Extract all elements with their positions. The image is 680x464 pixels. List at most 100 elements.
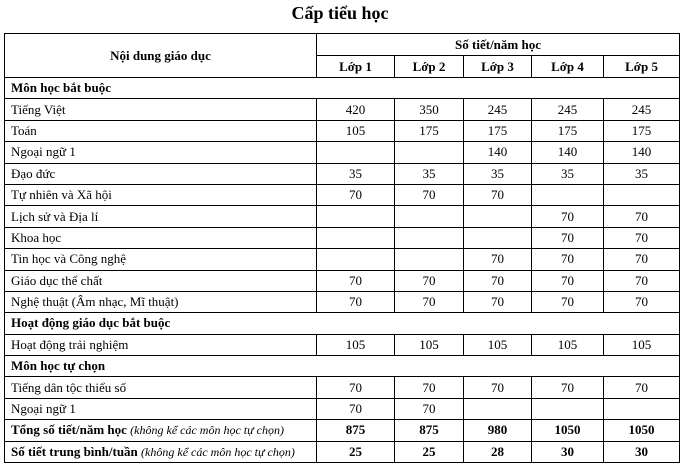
total-note: (không kể các môn học tự chọn) (130, 423, 284, 438)
total-value: 875 (316, 419, 395, 442)
period-value: 420 (316, 98, 395, 121)
period-value: 245 (531, 98, 604, 121)
table-row: Ngoại ngữ 1 70 70 (4, 397, 680, 421)
section-row: Môn học bắt buộc (3, 76, 680, 100)
period-value (394, 141, 464, 164)
period-value (394, 226, 464, 250)
period-value: 70 (394, 376, 464, 399)
period-value: 70 (531, 376, 604, 399)
period-value: 70 (531, 269, 604, 292)
table-row: Ngoại ngữ 1 140 140 140 (4, 141, 680, 164)
period-value: 70 (602, 248, 680, 271)
subject-name: Tiếng dân tộc thiểu số (4, 376, 317, 399)
subject-name: Tiếng Việt (4, 98, 317, 121)
period-value: 105 (602, 333, 680, 357)
subject-name: Khoa học (4, 226, 317, 250)
table-row: Tự nhiên và Xã hội 70 70 70 (4, 183, 680, 207)
period-value: 245 (602, 98, 680, 121)
section-label: Môn học bắt buộc (3, 76, 680, 100)
period-value: 70 (602, 226, 680, 250)
subject-name: Ngoại ngữ 1 (4, 397, 317, 421)
page-title: Cấp tiểu học (291, 3, 389, 23)
period-value: 35 (531, 162, 604, 185)
period-value: 70 (316, 376, 395, 399)
period-value: 35 (602, 162, 680, 185)
table-row: Giáo dục thể chất 70 70 70 70 70 (4, 269, 680, 292)
period-value: 70 (602, 269, 680, 292)
period-value: 70 (463, 269, 532, 292)
period-value: 140 (463, 141, 532, 164)
period-value (394, 205, 464, 228)
total-value: 30 (602, 440, 680, 464)
period-value: 35 (316, 162, 395, 185)
total-value: 25 (316, 440, 395, 464)
table-row: Đạo đức 35 35 35 35 35 (4, 162, 680, 185)
period-value: 105 (316, 333, 395, 357)
period-value: 105 (531, 333, 604, 357)
period-value (316, 141, 395, 164)
period-value (531, 397, 604, 421)
table-row: Khoa học 70 70 (4, 226, 680, 250)
header-grade: Lớp 3 (463, 55, 532, 78)
period-value: 70 (463, 290, 532, 314)
section-row: Hoạt động giáo dục bắt buộc (3, 312, 680, 335)
period-value: 175 (463, 119, 532, 143)
table-row: Hoạt động trải nghiệm 105 105 105 105 105 (4, 333, 680, 357)
table-row: Tiếng Việt 420 350 245 245 245 (4, 98, 680, 121)
period-value: 175 (531, 119, 604, 143)
section-label: Môn học tự chọn (3, 355, 680, 378)
period-value: 175 (394, 119, 464, 143)
section-label: Hoạt động giáo dục bắt buộc (3, 312, 680, 335)
period-value: 70 (463, 183, 532, 207)
header-periods: Số tiết/năm học (315, 33, 680, 56)
table-row: Toán 105 175 175 175 175 (4, 119, 680, 143)
period-value: 70 (394, 269, 464, 292)
subject-name: Giáo dục thể chất (4, 269, 317, 292)
period-value: 70 (316, 397, 395, 421)
period-value (394, 248, 464, 271)
period-value: 70 (602, 376, 680, 399)
period-value: 70 (531, 226, 604, 250)
subject-name: Hoạt động trải nghiệm (4, 333, 317, 357)
period-value: 70 (463, 376, 532, 399)
period-value (463, 226, 532, 250)
period-value: 70 (531, 290, 604, 314)
table-row: Nghệ thuật (Âm nhạc, Mĩ thuật) 70 70 70 70 70 (4, 290, 680, 314)
period-value (602, 183, 680, 207)
total-value: 980 (463, 419, 532, 442)
period-value: 70 (394, 290, 464, 314)
subject-name: Tự nhiên và Xã hội (4, 183, 317, 207)
total-label-cell: Số tiết trung bình/tuần (không kể các mô… (4, 440, 317, 464)
period-value (316, 248, 395, 271)
total-value: 875 (394, 419, 464, 442)
period-value (463, 205, 532, 228)
period-value: 140 (602, 141, 680, 164)
total-value: 30 (531, 440, 604, 464)
period-value (316, 226, 395, 250)
subject-name: Nghệ thuật (Âm nhạc, Mĩ thuật) (4, 290, 317, 314)
period-value (602, 397, 680, 421)
total-label: Tổng số tiết/năm học (11, 422, 127, 438)
period-value: 105 (394, 333, 464, 357)
period-value: 70 (531, 205, 604, 228)
total-value: 25 (394, 440, 464, 464)
header-grade: Lớp 5 (602, 55, 680, 78)
period-value: 35 (394, 162, 464, 185)
period-value (316, 205, 395, 228)
period-value: 245 (463, 98, 532, 121)
period-value: 70 (316, 183, 395, 207)
total-value: 1050 (602, 419, 680, 442)
total-label-cell: Tổng số tiết/năm học (không kể các môn h… (4, 419, 317, 442)
total-note: (không kể các môn học tự chọn) (141, 444, 295, 459)
subject-name: Toán (4, 119, 317, 143)
header-grade: Lớp 1 (316, 55, 395, 78)
period-value: 35 (463, 162, 532, 185)
subject-name: Ngoại ngữ 1 (4, 141, 317, 164)
subject-name: Đạo đức (4, 162, 317, 185)
period-value: 140 (531, 141, 604, 164)
subject-name: Tin học và Công nghệ (4, 248, 317, 271)
section-row: Môn học tự chọn (3, 355, 680, 378)
period-value: 105 (463, 333, 532, 357)
total-row: Số tiết trung bình/tuần (không kể các mô… (4, 440, 680, 464)
